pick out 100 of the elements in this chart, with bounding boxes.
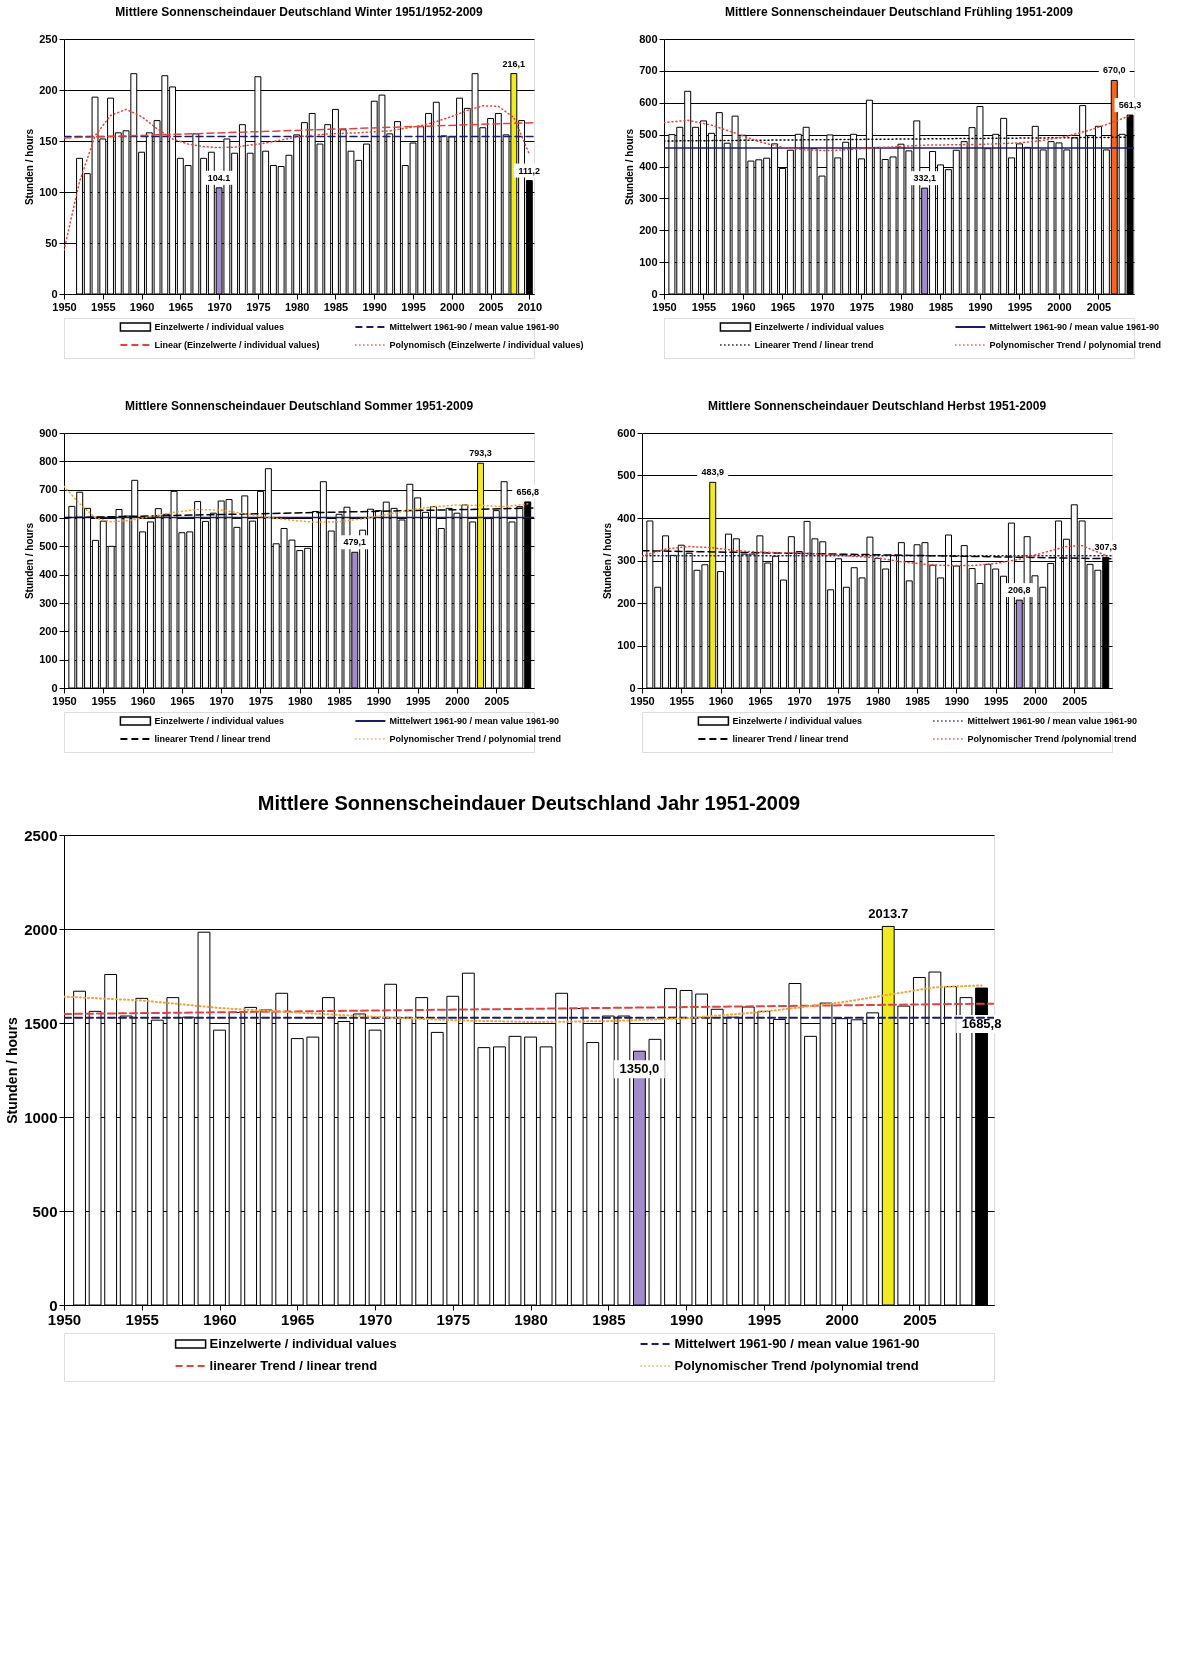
x-tick-label: 2005 bbox=[478, 300, 504, 313]
y-axis-title: Stunden / hours bbox=[602, 522, 614, 600]
y-tick-label: 100 bbox=[639, 255, 658, 268]
x-tick-label: 1965 bbox=[281, 1310, 315, 1328]
x-tick-label: 1990 bbox=[362, 300, 387, 313]
x-tick-label: 2000 bbox=[445, 694, 470, 707]
y-axis-title: Stunden / hours bbox=[24, 522, 36, 600]
x-tick-label: 1985 bbox=[327, 694, 352, 707]
data-label: 1350,0 bbox=[619, 1061, 660, 1077]
x-tick-label: 1950 bbox=[52, 694, 77, 707]
x-tick-label: 1975 bbox=[436, 1310, 470, 1328]
x-tick-label: 1950 bbox=[52, 300, 77, 313]
chart-title: Mittlere Sonnenscheindauer Deutschland Sommer 1951-2009 bbox=[124, 399, 474, 413]
x-tick-label: 1965 bbox=[748, 694, 773, 707]
x-tick-label: 1985 bbox=[905, 694, 930, 707]
y-tick-label: 200 bbox=[639, 223, 658, 236]
x-tick-label: 1975 bbox=[246, 300, 271, 313]
x-tick-label: 2000 bbox=[440, 300, 465, 313]
data-label: 332,1 bbox=[913, 173, 936, 184]
data-label: 793,3 bbox=[469, 448, 492, 459]
y-tick-label: 150 bbox=[39, 134, 58, 147]
x-tick-label: 1990 bbox=[366, 694, 392, 707]
legend-label: Polynomisch (Einzelwerte / individual values) bbox=[389, 340, 584, 350]
legend-label: Einzelwerte / individual values bbox=[154, 716, 284, 726]
data-label: 479,1 bbox=[343, 537, 367, 548]
x-tick-label: 1980 bbox=[284, 300, 310, 313]
legend-label: linearer Trend / linear trend bbox=[209, 1358, 378, 1373]
y-tick-label: 200 bbox=[39, 624, 58, 637]
y-tick-label: 100 bbox=[617, 639, 636, 651]
data-label: 206,8 bbox=[1007, 585, 1031, 596]
x-tick-label: 1980 bbox=[889, 300, 914, 313]
legend-label: Einzelwerte / individual values bbox=[732, 716, 862, 726]
y-tick-label: 300 bbox=[617, 554, 636, 566]
x-tick-label: 1990 bbox=[669, 1310, 704, 1328]
data-label: 111,2 bbox=[518, 165, 541, 176]
x-tick-label: 2005 bbox=[903, 1310, 937, 1328]
x-tick-label: 1990 bbox=[944, 694, 970, 707]
y-tick-label: 600 bbox=[39, 511, 58, 524]
legend-label: Einzelwerte / individual values bbox=[209, 1336, 397, 1351]
x-tick-label: 1950 bbox=[652, 300, 677, 313]
x-tick-label: 1970 bbox=[787, 694, 812, 707]
x-tick-label: 1950 bbox=[630, 694, 655, 707]
chart-title: Mittlere Sonnenscheindauer Deutschland Herbst 1951-2009 bbox=[707, 399, 1047, 413]
x-tick-label: 1970 bbox=[209, 694, 234, 707]
y-tick-label: 600 bbox=[617, 426, 636, 439]
x-tick-label: 1965 bbox=[770, 300, 796, 313]
data-label: 216,1 bbox=[502, 58, 526, 69]
y-tick-label: 400 bbox=[617, 511, 636, 524]
legend-label: Mittelwert 1961-90 / mean value 1961-90 bbox=[389, 716, 559, 726]
y-tick-label: 900 bbox=[39, 426, 58, 439]
y-tick-label: 50 bbox=[45, 236, 58, 249]
x-tick-label: 1955 bbox=[669, 694, 695, 707]
y-tick-label: 600 bbox=[639, 96, 658, 109]
x-tick-label: 1970 bbox=[810, 300, 835, 313]
x-tick-label: 1960 bbox=[203, 1310, 237, 1328]
y-axis-title: Stunden / hours bbox=[624, 128, 636, 206]
y-tick-label: 0 bbox=[651, 287, 658, 300]
legend-label: Mittelwert 1961-90 / mean value 1961-90 bbox=[989, 322, 1159, 332]
x-tick-label: 1975 bbox=[826, 694, 852, 707]
legend-label: Polynomischer Trend / polynomial trend bbox=[989, 340, 1161, 350]
line-series bbox=[664, 114, 1131, 152]
y-tick-label: 200 bbox=[39, 83, 58, 96]
x-tick-label: 2005 bbox=[484, 694, 510, 707]
legend-label: Mittelwert 1961-90 / mean value 1961-90 bbox=[967, 716, 1137, 726]
y-tick-label: 500 bbox=[639, 128, 658, 141]
x-tick-label: 1960 bbox=[731, 300, 756, 313]
y-tick-label: 2000 bbox=[24, 920, 58, 938]
y-tick-label: 700 bbox=[639, 64, 658, 77]
x-tick-label: 1985 bbox=[323, 300, 349, 313]
data-label: 670,0 bbox=[1102, 65, 1126, 76]
x-tick-label: 1995 bbox=[747, 1310, 782, 1328]
y-tick-label: 500 bbox=[617, 469, 636, 481]
x-tick-label: 1985 bbox=[592, 1310, 626, 1328]
y-axis-title: Stunden / hours bbox=[24, 128, 36, 206]
x-tick-label: 1965 bbox=[168, 300, 194, 313]
y-tick-label: 1000 bbox=[24, 1108, 58, 1126]
x-tick-label: 1985 bbox=[928, 300, 954, 313]
x-tick-label: 1990 bbox=[968, 300, 993, 313]
x-tick-label: 1975 bbox=[849, 300, 875, 313]
y-tick-label: 700 bbox=[39, 483, 58, 496]
y-tick-label: 200 bbox=[617, 596, 636, 609]
x-tick-label: 1965 bbox=[170, 694, 195, 707]
legend-label: Linearer Trend / linear trend bbox=[754, 340, 874, 350]
y-tick-label: 500 bbox=[39, 539, 58, 552]
y-tick-label: 500 bbox=[32, 1202, 58, 1220]
legend-label: Mittelwert 1961-90 / mean value 1961-90 bbox=[389, 322, 559, 332]
chart-title: Mittlere Sonnenscheindauer Deutschland Winter 1951/1952-2009 bbox=[115, 5, 483, 19]
legend-label: Einzelwerte / individual values bbox=[154, 322, 284, 332]
x-tick-label: 1995 bbox=[1007, 300, 1033, 313]
data-label: 656,8 bbox=[516, 486, 539, 497]
y-tick-label: 300 bbox=[639, 191, 658, 204]
x-tick-label: 1955 bbox=[91, 694, 117, 707]
x-tick-label: 1975 bbox=[248, 694, 274, 707]
x-tick-label: 2010 bbox=[517, 300, 543, 313]
y-tick-label: 100 bbox=[39, 185, 58, 198]
data-label: 483,9 bbox=[701, 467, 724, 478]
x-tick-label: 1955 bbox=[91, 300, 116, 313]
legend-label: Polynomischer Trend /polynomial trend bbox=[674, 1358, 919, 1373]
data-label: 561,3 bbox=[1118, 100, 1142, 111]
legend-label: Einzelwerte / individual values bbox=[754, 322, 884, 332]
